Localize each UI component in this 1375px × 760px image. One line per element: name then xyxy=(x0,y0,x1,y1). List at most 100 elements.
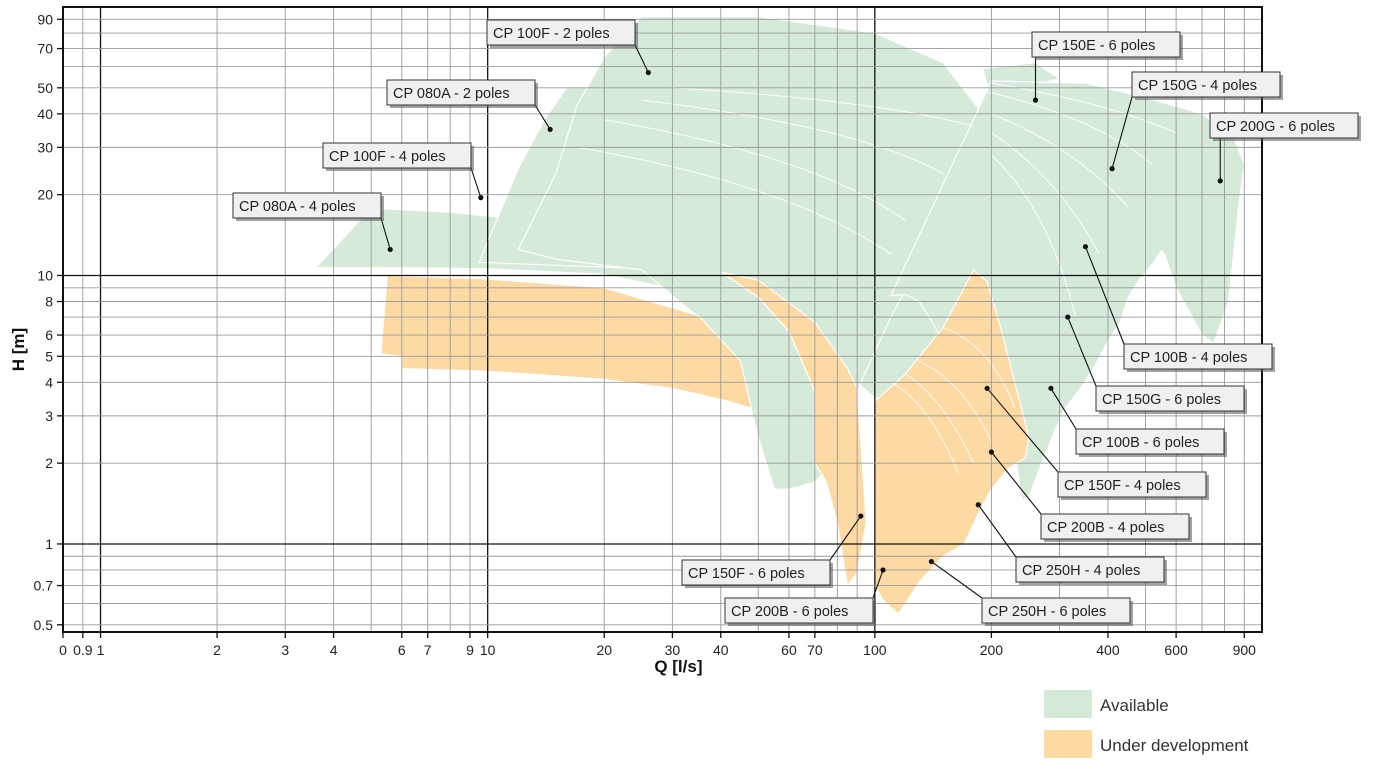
callout-label: CP 100F - 4 poles xyxy=(322,142,484,201)
callout-box xyxy=(1015,556,1165,583)
x-tick-label: 1 xyxy=(97,642,105,658)
callout-label: CP 150F - 6 poles xyxy=(681,513,864,588)
callout-text: CP 080A - 4 poles xyxy=(239,199,356,215)
callout-label: CP 200B - 6 poles xyxy=(724,567,886,626)
callout-leader xyxy=(986,387,1059,473)
y-tick-label: 8 xyxy=(45,294,53,310)
callout-label: CP 200B - 4 poles xyxy=(988,449,1192,542)
callout-point xyxy=(1048,385,1054,391)
callout-point xyxy=(928,558,935,565)
callout-label: CP 200G - 6 poles xyxy=(1209,112,1361,184)
callout-label: CP 150G - 4 poles xyxy=(1109,71,1283,172)
trim-curve xyxy=(641,99,944,174)
trim-curve xyxy=(918,360,992,443)
x-tick-label: 900 xyxy=(1233,642,1257,658)
trim-curve xyxy=(604,119,906,222)
callout-text: CP 250H - 6 poles xyxy=(988,604,1106,620)
callout-box xyxy=(232,192,382,219)
callout-point xyxy=(880,567,886,573)
trim-curve xyxy=(890,381,960,476)
callout-box xyxy=(486,19,636,46)
callout-text: CP 100B - 6 poles xyxy=(1082,435,1199,451)
grid-lines xyxy=(63,7,1262,632)
y-tick-label: 3 xyxy=(45,408,53,424)
callout-point xyxy=(645,69,651,76)
callout-point xyxy=(984,385,990,391)
trim-curve xyxy=(672,87,974,127)
callout-point xyxy=(1032,97,1039,103)
x-tick-label: 400 xyxy=(1096,642,1120,658)
x-tick-label: 4 xyxy=(330,642,338,658)
y-tick-label: 30 xyxy=(37,139,53,155)
callout-box xyxy=(681,559,831,586)
x-tick-label: 10 xyxy=(480,642,496,658)
x-tick-label: 200 xyxy=(980,642,1004,658)
callout-text: CP 150F - 4 poles xyxy=(1064,478,1181,494)
plot-border xyxy=(62,6,1263,633)
callout-label: CP 100B - 4 poles xyxy=(1082,244,1275,372)
callout-text: CP 250H - 4 poles xyxy=(1022,563,1140,579)
y-tick-label: 6 xyxy=(45,327,53,343)
callout-box xyxy=(1075,428,1225,455)
y-tick-label: 2 xyxy=(45,455,53,471)
callout-leader xyxy=(931,561,983,599)
callout-leader xyxy=(1084,246,1125,345)
callout-leader xyxy=(829,515,862,561)
y-tick-label: 10 xyxy=(37,267,53,283)
callout-text: CP 150G - 6 poles xyxy=(1102,392,1221,408)
callout-leader xyxy=(634,44,649,73)
callout-leader xyxy=(872,569,884,599)
x-tick-label: 9 xyxy=(466,642,474,658)
callout-leader xyxy=(1111,96,1133,169)
x-axis-title: Q [l/s] xyxy=(654,657,702,676)
callout-box xyxy=(1131,71,1281,98)
x-tick-label: 0.9 xyxy=(73,642,93,658)
callout-label: CP 150G - 6 poles xyxy=(1065,314,1247,414)
callout-text: CP 200B - 6 poles xyxy=(731,604,848,620)
trim-curve xyxy=(991,92,1153,165)
x-tick-label: 20 xyxy=(596,642,612,658)
callout-point xyxy=(858,513,864,519)
callout-label: CP 150F - 4 poles xyxy=(984,385,1209,500)
callout-text: CP 100F - 2 poles xyxy=(493,26,610,42)
callout-leader xyxy=(380,217,391,250)
x-tick-label: 60 xyxy=(781,642,797,658)
callout-text: CP 200G - 6 poles xyxy=(1216,119,1335,135)
y-tick-label: 5 xyxy=(45,348,53,364)
callout-box xyxy=(724,597,874,624)
callout-point xyxy=(387,246,393,253)
callout-box xyxy=(1040,513,1190,540)
callout-leader xyxy=(1067,316,1097,387)
x-tick-label: 100 xyxy=(863,642,887,658)
callout-label: CP 080A - 4 poles xyxy=(232,192,393,253)
callout-text: CP 150E - 6 poles xyxy=(1038,38,1155,54)
y-tick-label: 70 xyxy=(37,41,53,57)
x-tick-labels: 0 0.9 1 2 3 4 6 7 9 10 20 30 40 60 70 100 200 400 600 900 xyxy=(59,632,1256,658)
callout-text: CP 150F - 6 poles xyxy=(688,566,805,582)
callout-leader xyxy=(534,104,551,130)
legend: Available Under development xyxy=(1044,690,1249,758)
callout-point xyxy=(1217,178,1223,184)
callout-box xyxy=(1031,31,1181,58)
callout-point xyxy=(975,502,981,508)
callout-leader xyxy=(470,167,482,198)
legend-label: Available xyxy=(1100,696,1169,715)
y-tick-label: 4 xyxy=(45,374,53,390)
x-tick-label: 2 xyxy=(213,642,221,658)
callout-text: CP 100F - 4 poles xyxy=(329,149,446,165)
callout-text: CP 100B - 4 poles xyxy=(1130,350,1247,366)
callout-label: CP 100F - 2 poles xyxy=(486,19,651,76)
callout-text: CP 200B - 4 poles xyxy=(1047,520,1164,536)
callout-label: CP 150E - 6 poles xyxy=(1031,31,1183,103)
legend-swatch xyxy=(1044,690,1092,718)
callout-label: CP 250H - 6 poles xyxy=(928,558,1133,626)
trim-curve xyxy=(874,32,992,96)
x-tick-label: 3 xyxy=(281,642,289,658)
trim-curve xyxy=(576,146,892,255)
trim-curve xyxy=(905,373,975,464)
y-tick-label: 0.7 xyxy=(34,578,54,594)
y-tick-label: 50 xyxy=(37,80,53,96)
callout-leader xyxy=(977,504,1017,558)
x-tick-label: 0 xyxy=(59,642,67,658)
